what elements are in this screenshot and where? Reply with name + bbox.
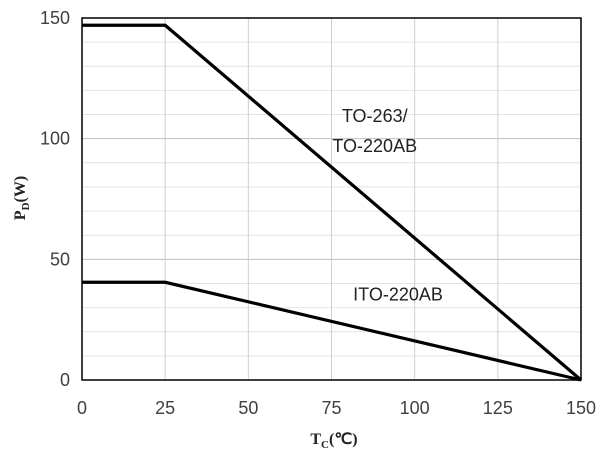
- annotation-ito220: ITO-220AB: [353, 284, 443, 304]
- annotation-to263: TO-263/TO-220AB: [332, 106, 417, 156]
- y-tick-label: 0: [60, 370, 70, 390]
- annotation-line: TO-220AB: [332, 136, 417, 156]
- y-tick-label: 100: [40, 129, 70, 149]
- x-tick-label: 0: [77, 398, 87, 418]
- x-tick-label: 125: [483, 398, 513, 418]
- x-tick-label: 25: [155, 398, 175, 418]
- x-tick-label: 150: [566, 398, 596, 418]
- annotation-line: ITO-220AB: [353, 284, 443, 304]
- x-axis-title-unit: (℃): [329, 431, 358, 448]
- annotations: TO-263/TO-220AB ITO-220AB: [332, 106, 443, 305]
- y-axis-title-sub: D: [20, 202, 32, 210]
- y-axis-title-unit: (W): [12, 176, 29, 203]
- grid: [82, 18, 581, 380]
- y-tick-label: 50: [50, 249, 70, 269]
- series-line-2: [82, 280, 582, 382]
- x-tick-label: 50: [238, 398, 258, 418]
- x-axis-title: TC(℃): [310, 431, 357, 451]
- x-axis-title-main: T: [310, 431, 321, 448]
- series-layer: [82, 23, 583, 382]
- annotation-line: TO-263/: [342, 106, 408, 126]
- series-line-1: [82, 23, 583, 382]
- x-axis-title-sub: C: [321, 439, 329, 451]
- y-axis-title: PD(W): [12, 176, 32, 220]
- y-tick-label: 150: [40, 8, 70, 28]
- x-tick-label: 100: [400, 398, 430, 418]
- x-tick-label: 75: [321, 398, 341, 418]
- y-axis-title-main: P: [12, 210, 29, 220]
- plot-frame: [81, 17, 582, 381]
- tick-labels: 0 25 50 75 100 125 150 0 50 100 150: [40, 8, 596, 418]
